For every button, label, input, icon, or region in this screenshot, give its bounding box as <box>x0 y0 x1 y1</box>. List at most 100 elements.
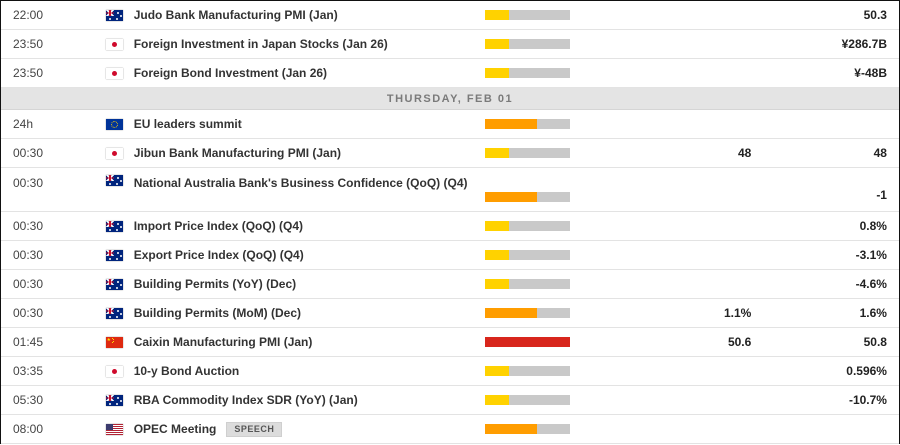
event-time: 00:30 <box>13 277 44 291</box>
importance-bar-icon <box>484 250 570 260</box>
event-time: 00:30 <box>13 176 44 190</box>
forecast-value <box>570 202 760 211</box>
importance-bar-fill <box>484 148 510 158</box>
importance-bar-icon <box>484 221 570 231</box>
importance-bar-icon <box>484 308 570 318</box>
event-label[interactable]: EU leaders summit <box>133 117 242 131</box>
event-label[interactable]: Import Price Index (QoQ) (Q4) <box>133 219 304 233</box>
event-label[interactable]: Building Permits (MoM) (Dec) <box>133 306 302 320</box>
event-name[interactable]: Judo Bank Manufacturing PMI (Jan) <box>134 8 485 22</box>
event-name[interactable]: Building Permits (YoY) (Dec) <box>134 277 485 291</box>
importance-bar-fill <box>484 39 510 49</box>
importance-bar-fill <box>484 279 510 289</box>
table-row[interactable]: 23:50 Foreign Investment in Japan Stocks… <box>1 30 899 59</box>
table-row[interactable]: 00:30 Building Permits (YoY) (Dec) -4.6% <box>1 270 899 299</box>
previous-value: -1 <box>876 188 887 202</box>
event-time: 03:35 <box>13 364 44 378</box>
event-label[interactable]: Caixin Manufacturing PMI (Jan) <box>133 335 313 349</box>
event-name[interactable]: 10-y Bond Auction <box>134 364 485 378</box>
importance-bar-fill <box>484 192 538 202</box>
table-row[interactable]: 00:30 National Australia Bank's Business… <box>1 168 899 212</box>
event-label[interactable]: Jibun Bank Manufacturing PMI (Jan) <box>133 146 342 160</box>
table-row[interactable]: 00:30 Import Price Index (QoQ) (Q4) 0.8% <box>1 212 899 241</box>
event-time: 01:45 <box>13 335 44 349</box>
country-flag-icon <box>105 278 123 290</box>
table-row[interactable]: 00:30 Jibun Bank Manufacturing PMI (Jan)… <box>1 139 899 168</box>
day-header: THURSDAY, FEB 01 <box>1 88 899 110</box>
table-row[interactable]: 01:45 Caixin Manufacturing PMI (Jan) 50.… <box>1 328 899 357</box>
importance-bar-icon <box>484 279 570 289</box>
event-time: 23:50 <box>13 37 44 51</box>
importance-bar-fill <box>484 395 510 405</box>
importance-bar-icon <box>484 366 570 376</box>
event-name[interactable]: Export Price Index (QoQ) (Q4) <box>134 248 485 262</box>
event-name[interactable]: National Australia Bank's Business Confi… <box>134 168 485 190</box>
importance-bar-icon <box>484 148 570 158</box>
previous-value: 50.8 <box>863 335 887 349</box>
event-label[interactable]: Judo Bank Manufacturing PMI (Jan) <box>133 8 338 22</box>
importance-bar-fill <box>484 424 538 434</box>
event-name[interactable]: Caixin Manufacturing PMI (Jan) <box>134 335 485 349</box>
table-row[interactable]: 03:35 10-y Bond Auction 0.596% <box>1 357 899 386</box>
importance-bar-icon <box>484 395 570 405</box>
day-header-label: THURSDAY, FEB 01 <box>386 92 514 105</box>
country-flag-icon <box>105 175 123 186</box>
importance-bar-fill <box>484 337 570 347</box>
event-name[interactable]: Import Price Index (QoQ) (Q4) <box>134 219 485 233</box>
forecast-value: 48 <box>737 146 752 160</box>
event-label[interactable]: Export Price Index (QoQ) (Q4) <box>133 248 304 262</box>
previous-value: -10.7% <box>848 393 887 407</box>
event-label[interactable]: RBA Commodity Index SDR (YoY) (Jan) <box>133 393 358 407</box>
importance-bar-icon <box>484 68 570 78</box>
forecast-value: 50.6 <box>727 335 752 349</box>
event-time: 05:30 <box>13 393 44 407</box>
country-flag-icon <box>105 423 123 435</box>
event-label[interactable]: OPEC Meeting <box>133 422 217 436</box>
event-label[interactable]: Foreign Bond Investment (Jan 26) <box>133 66 328 80</box>
table-row[interactable]: 22:00 Judo Bank Manufacturing PMI (Jan) … <box>1 1 899 30</box>
event-label[interactable]: 10-y Bond Auction <box>133 364 240 378</box>
importance-bar-icon <box>484 337 570 347</box>
country-flag-icon <box>105 365 123 377</box>
event-label[interactable]: National Australia Bank's Business Confi… <box>133 176 468 190</box>
event-time: 08:00 <box>13 422 44 436</box>
table-row[interactable]: 00:30 Building Permits (MoM) (Dec) 1.1% … <box>1 299 899 328</box>
table-row[interactable]: 00:30 Export Price Index (QoQ) (Q4) -3.1… <box>1 241 899 270</box>
speech-badge: SPEECH <box>226 421 283 437</box>
previous-value: 50.3 <box>863 8 887 22</box>
event-name[interactable]: Building Permits (MoM) (Dec) <box>134 306 485 320</box>
importance-bar-fill <box>484 308 538 318</box>
event-time: 00:30 <box>13 248 44 262</box>
event-time: 00:30 <box>13 146 44 160</box>
country-flag-icon <box>105 249 123 261</box>
event-name[interactable]: OPEC Meeting SPEECH <box>133 421 485 437</box>
importance-bar-fill <box>484 366 510 376</box>
table-row[interactable]: 24h EU leaders summit <box>1 110 899 139</box>
previous-value: -4.6% <box>855 277 887 291</box>
event-name[interactable]: Jibun Bank Manufacturing PMI (Jan) <box>134 146 485 160</box>
event-name[interactable]: RBA Commodity Index SDR (YoY) (Jan) <box>134 393 485 407</box>
table-row[interactable]: 23:50 Foreign Bond Investment (Jan 26) ¥… <box>1 59 899 88</box>
importance-bar-fill <box>484 221 510 231</box>
event-label[interactable]: Building Permits (YoY) (Dec) <box>133 277 297 291</box>
importance-bar-fill <box>484 68 510 78</box>
country-flag-icon <box>105 394 123 406</box>
country-flag-icon <box>105 147 123 159</box>
event-time: 23:50 <box>13 66 44 80</box>
importance-bar-icon <box>484 39 570 49</box>
table-row[interactable]: 05:30 RBA Commodity Index SDR (YoY) (Jan… <box>1 386 899 415</box>
previous-value: ¥-48B <box>854 66 887 80</box>
event-name[interactable]: EU leaders summit <box>134 117 485 131</box>
importance-bar-fill <box>484 119 538 129</box>
event-time: 24h <box>13 117 34 131</box>
table-row[interactable]: 08:00 OPEC Meeting SPEECH <box>1 415 899 444</box>
event-name[interactable]: Foreign Investment in Japan Stocks (Jan … <box>134 37 485 51</box>
event-name[interactable]: Foreign Bond Investment (Jan 26) <box>134 66 485 80</box>
importance-bar-fill <box>484 10 510 20</box>
event-time: 00:30 <box>13 219 44 233</box>
previous-value: 48 <box>873 146 887 160</box>
event-label[interactable]: Foreign Investment in Japan Stocks (Jan … <box>133 37 388 51</box>
previous-value: 0.596% <box>846 364 887 378</box>
country-flag-icon <box>105 9 123 21</box>
